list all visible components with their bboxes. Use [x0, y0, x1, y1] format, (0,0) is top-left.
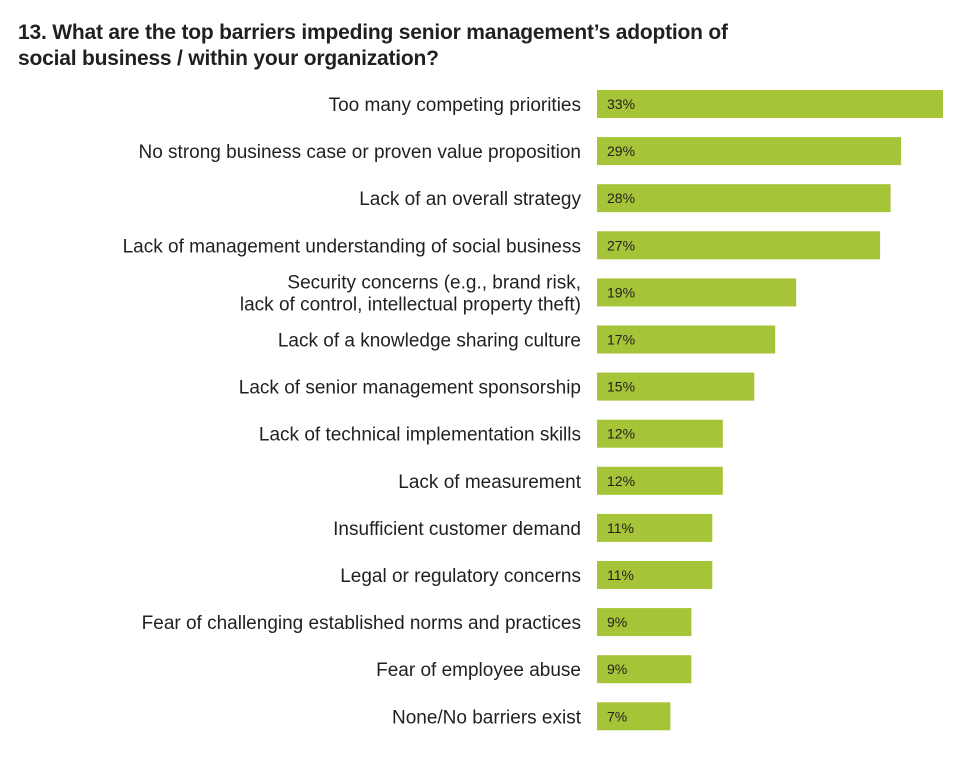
category-label: Fear of employee abuse: [376, 660, 581, 681]
bar-value-label: 15%: [607, 379, 635, 395]
bar: [597, 90, 943, 118]
bar-row: 17% Lack of a knowledge sharing culture: [278, 325, 776, 354]
bar-row: 11% Insufficient customer demand: [333, 513, 713, 542]
bar: [597, 325, 776, 354]
category-label: Security concerns (e.g., brand risk,: [287, 272, 581, 293]
bar: [597, 702, 671, 731]
category-label: Lack of measurement: [398, 472, 581, 493]
bar-row: 15% Lack of senior management sponsorship: [239, 372, 755, 401]
chart-title-line: social business / within your organizati…: [18, 47, 439, 70]
category-label: Fear of challenging established norms an…: [142, 613, 581, 634]
bar-value-label: 29%: [607, 143, 635, 159]
bar-row: 12% Lack of measurement: [398, 466, 723, 495]
bar-value-label: 12%: [607, 473, 635, 489]
bar-value-label: 19%: [607, 284, 635, 300]
bar-row: 28% Lack of an overall strategy: [359, 184, 891, 213]
category-label: None/No barriers exist: [392, 707, 582, 728]
bar: [597, 231, 881, 260]
bars-layer: 33% Too many competing priorities 29% No st…: [123, 90, 943, 731]
bar-value-label: 27%: [607, 237, 635, 253]
bar: [597, 608, 692, 637]
bar: [597, 278, 797, 307]
category-label: Lack of management understanding of soci…: [123, 236, 581, 257]
bar-value-label: 7%: [607, 708, 627, 724]
bar-value-label: 9%: [607, 614, 627, 630]
bar-value-label: 12%: [607, 426, 635, 442]
bar: [597, 184, 891, 213]
category-label: Lack of a knowledge sharing culture: [278, 331, 581, 352]
bar-row: 27% Lack of management understanding of s…: [123, 231, 881, 260]
category-label: Too many competing priorities: [329, 95, 581, 116]
bar: [597, 419, 723, 448]
bar-row: 9% Fear of challenging established norms …: [142, 608, 692, 637]
bar: [597, 466, 723, 495]
category-label: Insufficient customer demand: [333, 519, 581, 540]
bar-row: 33% Too many competing priorities: [329, 90, 943, 118]
category-label: No strong business case or proven value …: [138, 142, 581, 163]
bar-value-label: 28%: [607, 190, 635, 206]
bar-row: 7% None/No barriers exist: [392, 702, 671, 731]
chart-title: 13. What are the top barriers impeding s…: [18, 20, 918, 72]
category-label: Lack of technical implementation skills: [259, 425, 581, 446]
category-label: Lack of an overall strategy: [359, 189, 581, 210]
category-label: Legal or regulatory concerns: [340, 566, 581, 587]
bar: [597, 561, 713, 589]
bar: [597, 372, 755, 401]
bar-value-label: 11%: [607, 520, 634, 536]
bar-row: 12% Lack of technical implementation skil…: [259, 419, 723, 448]
bar-value-label: 9%: [607, 661, 627, 677]
category-label: lack of control, intellectual property t…: [240, 294, 581, 315]
bar-value-label: 33%: [607, 96, 635, 112]
chart-title-line: 13. What are the top barriers impeding s…: [18, 21, 728, 44]
bar: [597, 655, 692, 684]
bar-row: 9% Fear of employee abuse: [376, 655, 692, 684]
bar-row: 19% Security concerns (e.g., brand risk,l…: [240, 272, 797, 315]
category-label: Lack of senior management sponsorship: [239, 378, 581, 399]
bar-value-label: 11%: [607, 567, 634, 583]
bar: [597, 513, 713, 542]
bar-row: 29% No strong business case or proven val…: [138, 137, 902, 166]
bar: [597, 137, 902, 166]
bar-row: 11% Legal or regulatory concerns: [340, 561, 713, 589]
bar-value-label: 17%: [607, 332, 635, 348]
